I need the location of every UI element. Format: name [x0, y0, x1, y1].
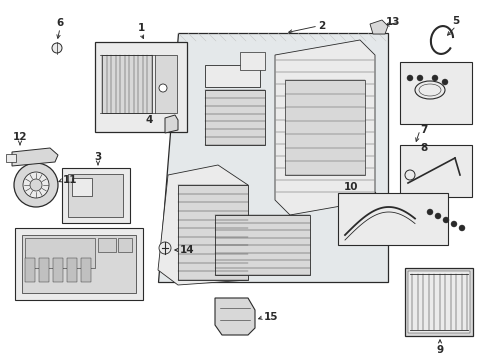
Circle shape — [159, 242, 171, 254]
Bar — [53, 258, 63, 282]
Circle shape — [159, 84, 167, 92]
Text: 1: 1 — [137, 23, 144, 33]
Bar — [98, 238, 116, 252]
Circle shape — [416, 75, 422, 81]
Text: 15: 15 — [264, 312, 278, 322]
Circle shape — [406, 75, 412, 81]
Circle shape — [30, 179, 42, 191]
Bar — [22, 235, 136, 293]
Polygon shape — [164, 115, 178, 133]
Bar — [15, 228, 142, 300]
Text: 3: 3 — [94, 152, 102, 162]
Bar — [81, 258, 91, 282]
Polygon shape — [215, 298, 254, 335]
Text: 10: 10 — [343, 182, 357, 192]
Text: 12: 12 — [13, 132, 27, 142]
Bar — [399, 145, 471, 197]
Bar — [95, 42, 186, 132]
Circle shape — [426, 209, 432, 215]
Bar — [102, 55, 152, 113]
Bar — [67, 258, 77, 282]
Bar — [399, 62, 471, 124]
Circle shape — [441, 79, 447, 85]
Bar — [155, 55, 177, 113]
Bar — [62, 168, 130, 223]
Bar — [404, 268, 472, 336]
Polygon shape — [274, 40, 374, 215]
Text: 4: 4 — [145, 115, 153, 125]
Circle shape — [450, 221, 456, 227]
Text: 9: 9 — [436, 345, 443, 355]
Circle shape — [431, 75, 437, 81]
Bar — [178, 185, 247, 280]
Text: 2: 2 — [317, 21, 325, 31]
Polygon shape — [158, 165, 247, 285]
Bar — [25, 238, 95, 268]
Bar — [118, 238, 132, 252]
Text: 7: 7 — [419, 125, 427, 135]
Bar — [337, 193, 447, 245]
Bar — [6, 154, 16, 162]
Text: 6: 6 — [56, 18, 63, 28]
Polygon shape — [369, 20, 387, 34]
Bar — [72, 178, 92, 196]
Bar — [285, 80, 364, 175]
Text: 14: 14 — [180, 245, 194, 255]
Text: 13: 13 — [385, 17, 399, 27]
Polygon shape — [12, 148, 58, 166]
Circle shape — [458, 225, 464, 231]
Polygon shape — [158, 33, 387, 282]
Bar — [240, 52, 264, 70]
Bar — [39, 258, 49, 282]
Circle shape — [434, 213, 440, 219]
Bar — [204, 90, 264, 145]
Text: 5: 5 — [451, 16, 459, 26]
Circle shape — [14, 163, 58, 207]
Text: 11: 11 — [63, 175, 77, 185]
Bar — [68, 174, 123, 217]
Bar — [407, 271, 469, 333]
Circle shape — [442, 217, 448, 223]
Circle shape — [52, 43, 62, 53]
Bar — [25, 258, 35, 282]
Bar — [204, 65, 260, 87]
Bar — [215, 215, 309, 275]
Text: 8: 8 — [419, 143, 427, 153]
Circle shape — [23, 172, 49, 198]
